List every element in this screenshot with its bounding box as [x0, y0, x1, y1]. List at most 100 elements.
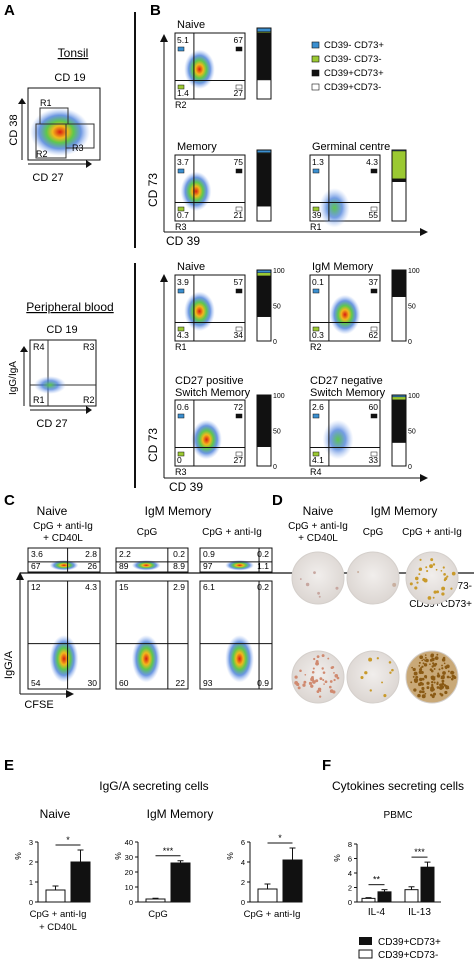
- well-spot: [317, 687, 322, 692]
- b-quadrant-value: 4.3: [366, 157, 378, 167]
- well-spot: [302, 683, 306, 687]
- well-spot: [441, 667, 444, 670]
- b-quadrant-marker: [235, 451, 243, 457]
- well-spot: [383, 694, 387, 698]
- well-spot: [412, 667, 416, 672]
- well-spot: [432, 677, 436, 681]
- well-spot: [430, 653, 434, 657]
- well-spot: [318, 595, 321, 598]
- well-spot: [315, 679, 318, 682]
- well-spot: [451, 571, 456, 576]
- y-axis-label: %: [225, 852, 235, 860]
- b-plot-title: Memory: [177, 141, 217, 153]
- b-quadrant-marker: [370, 168, 378, 174]
- d-naive-title: Naive: [303, 504, 334, 518]
- c-plots: 3.6 2.8 67 26 2.2 0.2 89 8.9 0.9 0.2 97 1.1 12 4.3 54 3…: [27, 547, 273, 690]
- well-spot: [426, 686, 430, 689]
- b-stacked-segment: [256, 27, 272, 32]
- gate-r3-label: R3: [72, 143, 84, 153]
- panel-c: Naive IgM Memory CpG + anti-Ig + CD40L C…: [3, 504, 273, 711]
- well-spot: [443, 573, 446, 576]
- bar: [257, 888, 278, 903]
- b-density: [322, 419, 354, 460]
- well-spot: [319, 690, 322, 692]
- b-quadrant-value: 0.6: [177, 402, 189, 412]
- c-flow-plot: 12 4.3 54 30: [27, 580, 101, 690]
- bar-chart-F: 0 2 4 6 8% ** IL-4 *** IL-13: [332, 840, 441, 918]
- significance-stars: *: [278, 833, 282, 843]
- well-spot: [440, 569, 443, 572]
- y-tick-label: 3: [29, 838, 33, 847]
- b-plot-3: Naive 3.9 57 4.3 34 R1 100 50 0: [174, 261, 285, 352]
- well-spot: [424, 659, 426, 662]
- well-spot: [431, 665, 434, 668]
- b-quadrant-value: 27: [234, 455, 244, 465]
- well-spot: [433, 681, 436, 684]
- tonsil-y-label: CD 38: [8, 114, 20, 145]
- c-density: [225, 635, 255, 683]
- well-spot: [424, 654, 427, 656]
- b-legend: CD39- CD73+ CD39- CD73- CD39+CD73+ CD39+…: [311, 40, 384, 93]
- b-stacked-segment: [391, 178, 407, 182]
- well-spot: [421, 659, 424, 662]
- e-igm-title: IgM Memory: [147, 807, 214, 821]
- b-bar-tick: 0: [408, 464, 412, 471]
- well-spot: [425, 676, 428, 679]
- b-quadrant-marker: [235, 46, 243, 52]
- b-quadrant-value: 4.3: [177, 330, 189, 340]
- well-spot: [415, 675, 419, 679]
- d-igm-title: IgM Memory: [371, 504, 438, 518]
- c-x-arrowhead: [66, 690, 74, 698]
- gate-r1-label: R1: [40, 98, 52, 108]
- b-quadrant-marker: [235, 84, 243, 90]
- pb-title: Peripheral blood: [26, 300, 113, 314]
- gate-r2-label: R2: [36, 149, 48, 159]
- b-plot-0: Naive 5.1 67 1.4 27 R2: [174, 19, 272, 110]
- b-quadrant-value: 75: [234, 157, 244, 167]
- b-plot-2: Germinal centre 1.3 4.3 39 55 R1: [309, 141, 407, 232]
- well-spot: [430, 558, 434, 562]
- pb-gate-r2: R2: [83, 395, 95, 405]
- panel-f: Cytokines secreting cells PBMC: [332, 779, 464, 821]
- well-spot: [418, 573, 421, 576]
- b-quadrant-marker: [370, 413, 378, 419]
- b-stacked-segment: [256, 32, 272, 81]
- well-spot: [432, 692, 437, 696]
- b-stacked-segment: [256, 316, 272, 342]
- tonsil-density: [30, 108, 90, 156]
- c-density: [49, 635, 79, 683]
- y-tick-label: 0: [29, 898, 33, 907]
- c-quadrant-value: 67: [31, 561, 41, 571]
- b-quadrant-value: 57: [234, 277, 244, 287]
- well-spot: [321, 654, 325, 658]
- b-quadrant-marker: [235, 206, 243, 212]
- b-stacked-segment: [256, 446, 272, 467]
- well-disc: [291, 551, 345, 605]
- well-spot: [418, 665, 421, 667]
- e-naive-title: Naive: [40, 807, 71, 821]
- b-stacked-segment: [256, 395, 272, 447]
- well-spot: [444, 690, 448, 695]
- b-stacked-bar-frame: [391, 269, 407, 342]
- elispot-well: [346, 551, 400, 605]
- well-spot: [447, 687, 450, 690]
- well-spot: [296, 682, 300, 687]
- b-quadrant-marker: [312, 288, 320, 294]
- c-quadrant-value: 0.2: [173, 549, 185, 559]
- well-spot: [442, 671, 446, 675]
- bar: [282, 859, 303, 903]
- bottom-legend-label-1: CD39+CD73-: [378, 950, 438, 961]
- b-quadrant-marker: [235, 413, 243, 419]
- y-tick-label: 40: [125, 838, 133, 847]
- well-spot: [440, 684, 443, 688]
- legend-swatch-black: [311, 69, 320, 77]
- well-spot: [434, 656, 439, 660]
- well-spot: [327, 657, 330, 660]
- b-bar-tick: 100: [408, 393, 420, 400]
- well-spot: [433, 590, 437, 594]
- bar: [70, 861, 91, 903]
- panel-letter-c: C: [4, 492, 15, 509]
- b-plot-1: Memory 3.7 75 0.7 21 R3: [174, 141, 272, 232]
- well-spot: [418, 682, 422, 687]
- b-quadrant-value: 21: [234, 210, 244, 220]
